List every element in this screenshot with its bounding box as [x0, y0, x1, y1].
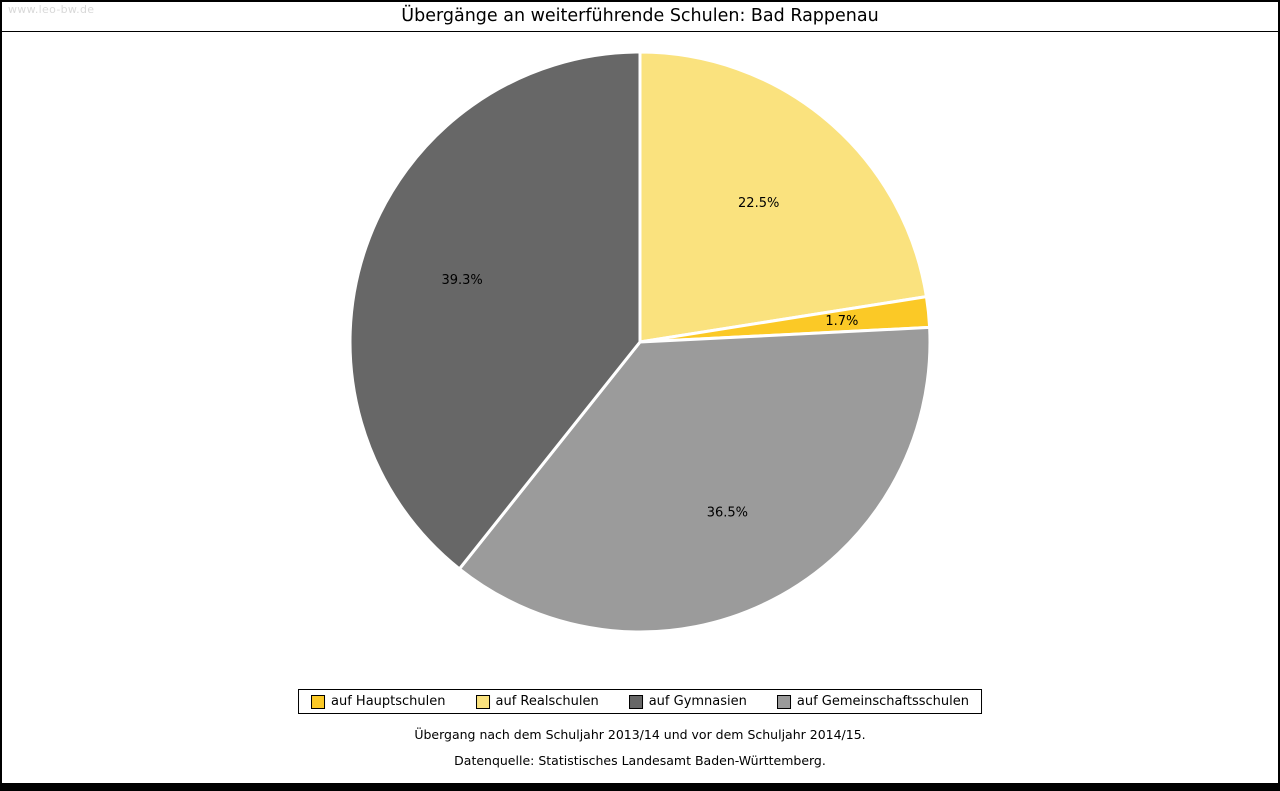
chart-title: Übergänge an weiterführende Schulen: Bad… — [401, 6, 879, 26]
legend-label-auf-hauptschulen: auf Hauptschulen — [331, 694, 446, 709]
slice-label-auf-gymnasien: 39.3% — [441, 273, 482, 288]
legend-swatch-auf-realschulen — [475, 694, 490, 709]
watermark: www.leo-bw.de — [8, 3, 95, 16]
slice-label-auf-realschulen: 22.5% — [738, 196, 779, 211]
footer-note: Übergang nach dem Schuljahr 2013/14 und … — [414, 727, 866, 742]
slice-label-auf-gemeinschaftsschulen: 36.5% — [707, 505, 748, 520]
pie-slice-auf-gemeinschaftsschulen — [457, 325, 932, 634]
legend-item-auf-gymnasien: auf Gymnasien — [628, 694, 747, 709]
legend-item-auf-hauptschulen: auf Hauptschulen — [311, 694, 446, 709]
legend-swatch-auf-gemeinschaftsschulen — [776, 694, 791, 709]
legend-item-auf-realschulen: auf Realschulen — [475, 694, 599, 709]
legend-label-auf-realschulen: auf Realschulen — [495, 694, 599, 709]
legend-swatch-auf-gymnasien — [628, 694, 643, 709]
title-bar: www.leo-bw.de Übergänge an weiterführend… — [2, 2, 1278, 32]
legend-label-auf-gemeinschaftsschulen: auf Gemeinschaftsschulen — [796, 694, 969, 709]
footer-source: Datenquelle: Statistisches Landesamt Bad… — [454, 753, 826, 768]
legend-item-auf-gemeinschaftsschulen: auf Gemeinschaftsschulen — [776, 694, 969, 709]
legend-swatch-auf-hauptschulen — [311, 694, 326, 709]
slice-label-auf-hauptschulen: 1.7% — [825, 314, 858, 329]
legend: auf Hauptschulen auf Realschulen auf Gymna… — [298, 689, 982, 714]
pie-slice-auf-realschulen — [638, 50, 928, 344]
legend-label-auf-gymnasien: auf Gymnasien — [648, 694, 747, 709]
pie-slice-auf-gymnasien — [348, 50, 642, 571]
